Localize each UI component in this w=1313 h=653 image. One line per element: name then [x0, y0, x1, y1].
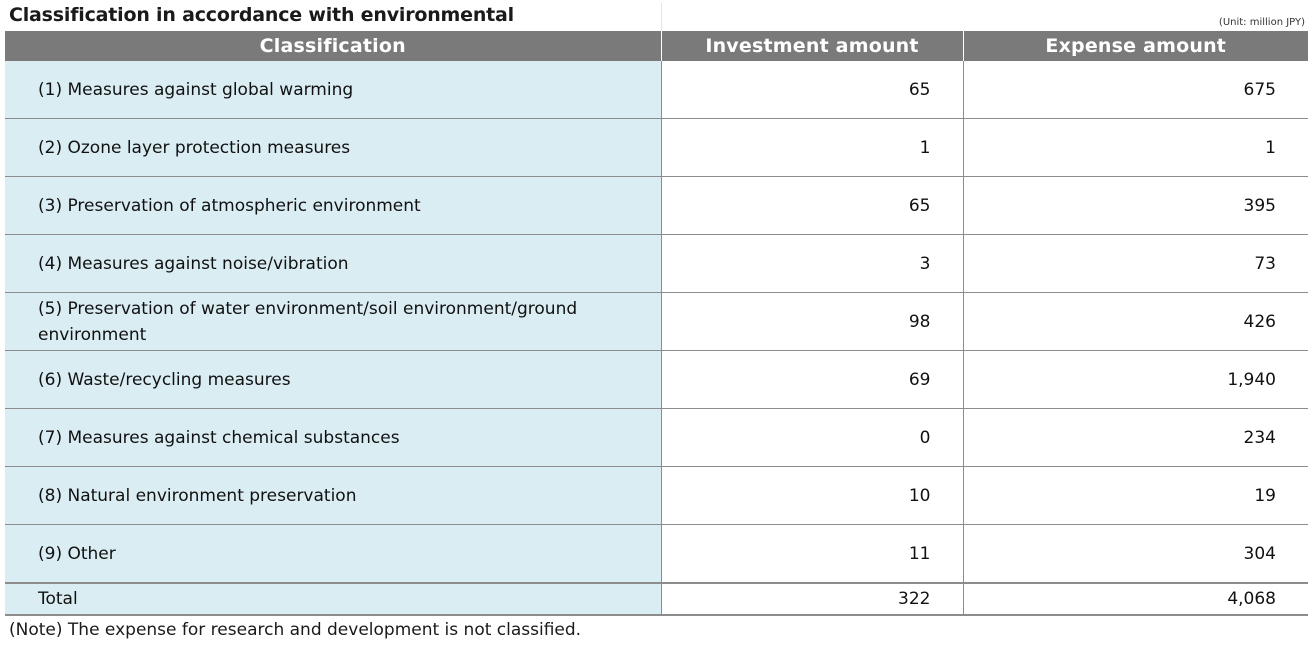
classification-cell: (4) Measures against noise/vibration — [5, 234, 662, 293]
investment-cell: 0 — [661, 408, 964, 467]
classification-cell: (1) Measures against global warming — [5, 61, 662, 119]
column-header-investment: Investment amount — [660, 31, 964, 61]
column-header-classification: Classification — [5, 31, 662, 61]
total-investment: 322 — [661, 582, 964, 616]
expense-cell: 234 — [963, 408, 1308, 467]
expense-cell: 426 — [963, 292, 1308, 351]
investment-cell: 65 — [661, 61, 964, 119]
table-row: (5) Preservation of water environment/so… — [5, 292, 1308, 351]
investment-cell: 3 — [661, 234, 964, 293]
expense-cell: 675 — [963, 61, 1308, 119]
investment-cell: 1 — [661, 118, 964, 177]
classification-cell: (6) Waste/recycling measures — [5, 350, 662, 409]
investment-cell: 11 — [661, 524, 964, 584]
environmental-cost-table: Classification Investment amount Expense… — [5, 31, 1308, 616]
investment-cell: 65 — [661, 176, 964, 235]
table-header-row: Classification Investment amount Expense… — [5, 31, 1308, 61]
table-row: (4) Measures against noise/vibration 3 7… — [5, 234, 1308, 293]
page-title: Classification in accordance with enviro… — [9, 4, 514, 26]
table-row: (3) Preservation of atmospheric environm… — [5, 176, 1308, 235]
total-row: Total 322 4,068 — [5, 582, 1308, 616]
column-header-expense: Expense amount — [962, 31, 1308, 61]
expense-cell: 19 — [963, 466, 1308, 525]
expense-cell: 73 — [963, 234, 1308, 293]
table-row: (7) Measures against chemical substances… — [5, 408, 1308, 467]
total-expense: 4,068 — [963, 582, 1308, 616]
classification-cell: (3) Preservation of atmospheric environm… — [5, 176, 662, 235]
table-row: (6) Waste/recycling measures 69 1,940 — [5, 350, 1308, 409]
investment-cell: 10 — [661, 466, 964, 525]
classification-cell: (9) Other — [5, 524, 662, 584]
classification-cell: (2) Ozone layer protection measures — [5, 118, 662, 177]
unit-label: (Unit: million JPY) — [1218, 17, 1305, 28]
classification-cell: (8) Natural environment preservation — [5, 466, 662, 525]
expense-cell: 1 — [963, 118, 1308, 177]
table-row: (9) Other 11 304 — [5, 524, 1308, 584]
footnote: (Note) The expense for research and deve… — [9, 620, 582, 640]
classification-cell: (5) Preservation of water environment/so… — [5, 292, 662, 351]
classification-cell: (7) Measures against chemical substances — [5, 408, 662, 467]
total-label: Total — [5, 582, 662, 616]
title-divider — [661, 3, 662, 31]
investment-cell: 69 — [661, 350, 964, 409]
expense-cell: 395 — [963, 176, 1308, 235]
expense-cell: 304 — [963, 524, 1308, 584]
table-row: (8) Natural environment preservation 10 … — [5, 466, 1308, 525]
investment-cell: 98 — [661, 292, 964, 351]
table-row: (1) Measures against global warming 65 6… — [5, 61, 1308, 119]
expense-cell: 1,940 — [963, 350, 1308, 409]
table-row: (2) Ozone layer protection measures 1 1 — [5, 118, 1308, 177]
